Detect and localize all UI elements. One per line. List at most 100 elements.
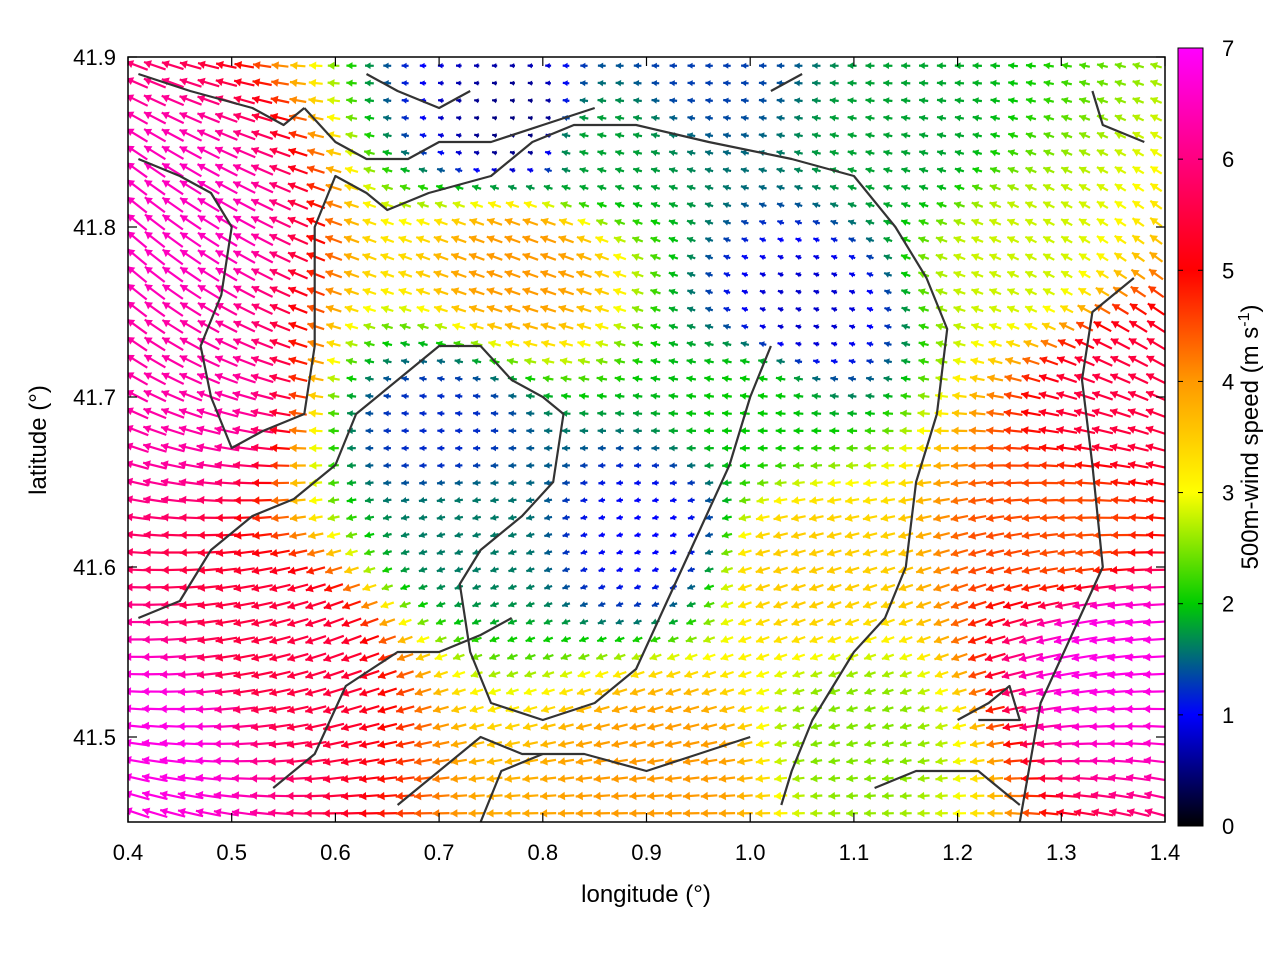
wind-arrow (1146, 513, 1165, 522)
wind-arrow (934, 670, 949, 679)
wind-arrow (580, 531, 588, 538)
wind-arrow (719, 670, 734, 679)
wind-arrow (718, 809, 736, 818)
wind-arrow (1003, 478, 1023, 488)
wind-arrow (196, 443, 221, 452)
wind-arrow (985, 478, 1005, 488)
wind-arrow (683, 705, 700, 714)
wind-arrow (739, 444, 750, 452)
wind-arrow (881, 687, 894, 696)
wind-arrow (290, 478, 306, 488)
wind-arrow (950, 566, 969, 575)
wind-arrow (738, 652, 752, 661)
wind-arrow (470, 670, 483, 678)
wind-arrow (828, 461, 841, 470)
wind-arrow (968, 549, 987, 558)
wind-arrow (828, 774, 841, 783)
wind-arrow (933, 566, 950, 575)
wind-arrow (580, 566, 588, 573)
wind-arrow (578, 652, 590, 661)
wind-arrow (792, 791, 805, 800)
wind-arrow (1019, 722, 1043, 732)
wind-arrow (669, 479, 677, 486)
wind-arrow (1018, 635, 1043, 645)
wind-arrow (287, 635, 309, 645)
wind-arrow (651, 584, 660, 590)
wind-arrow (522, 791, 539, 801)
wind-arrow (775, 427, 786, 435)
wind-arrow (647, 809, 664, 818)
wind-arrow (755, 548, 771, 557)
wind-arrow (341, 669, 362, 680)
wind-arrow (432, 809, 450, 818)
wind-arrow (863, 478, 877, 488)
wind-arrow (826, 548, 842, 557)
wind-arrow (142, 425, 167, 436)
wind-arrow (1108, 583, 1133, 592)
wind-arrow (952, 705, 967, 713)
wind-arrow (382, 514, 392, 521)
wind-arrow (196, 460, 221, 469)
wind-arrow (579, 601, 588, 608)
wind-arrow (700, 809, 718, 818)
y-axis-label: latitude (°) (25, 385, 52, 495)
wind-arrow (340, 792, 363, 801)
wind-arrow (418, 566, 428, 573)
wind-arrow (251, 670, 273, 680)
colorbar-label: 500m-wind speed (m s-1) (1236, 305, 1264, 570)
wind-arrow (810, 722, 823, 730)
wind-arrow (540, 705, 556, 714)
wind-arrow (1109, 425, 1132, 435)
wind-arrow (647, 739, 664, 749)
wind-arrow (700, 791, 718, 801)
wind-arrow (792, 478, 805, 487)
wind-arrow (1039, 548, 1058, 557)
wind-arrow (882, 757, 894, 765)
wind-arrow (304, 757, 327, 766)
wind-arrow (1109, 443, 1132, 452)
wind-arrow (450, 722, 467, 731)
wind-arrow (342, 583, 361, 592)
wind-arrow (383, 427, 391, 434)
wind-arrow (880, 531, 896, 540)
wind-arrow (899, 757, 912, 765)
wind-arrow (1056, 583, 1077, 592)
wind-arrow (633, 601, 642, 608)
wind-arrow (862, 600, 878, 609)
wind-arrow (968, 426, 986, 435)
wind-arrow (251, 478, 273, 488)
wind-arrow (593, 722, 610, 731)
wind-arrow (755, 513, 770, 522)
wind-arrow (309, 444, 323, 453)
wind-arrow (634, 532, 641, 538)
wind-arrow (846, 444, 858, 452)
wind-arrow (669, 462, 678, 469)
wind-arrow (436, 549, 446, 556)
wind-arrow (1003, 443, 1023, 453)
wind-arrow (575, 774, 593, 783)
wind-arrow (863, 652, 877, 661)
wind-arrow (576, 687, 592, 696)
wind-arrow (756, 722, 770, 731)
wind-arrow (757, 461, 768, 470)
wind-arrow (269, 566, 291, 575)
wind-arrow (363, 548, 375, 556)
wind-arrow (664, 774, 682, 783)
wind-arrow (308, 513, 323, 522)
wind-arrow (486, 757, 503, 766)
wind-arrow (1073, 425, 1096, 435)
wind-arrow (450, 757, 467, 766)
wind-arrow (455, 445, 463, 452)
wind-arrow (365, 427, 374, 434)
wind-arrow (755, 809, 771, 818)
wind-arrow (880, 566, 896, 574)
wind-arrow (450, 809, 468, 818)
wind-arrow (251, 583, 273, 593)
wind-arrow (634, 497, 641, 503)
wind-arrow (704, 479, 714, 486)
wind-arrow (682, 722, 700, 731)
wind-arrow (1093, 548, 1112, 557)
wind-arrow (984, 652, 1006, 662)
wind-arrow (933, 600, 950, 610)
wind-arrow (305, 635, 327, 645)
